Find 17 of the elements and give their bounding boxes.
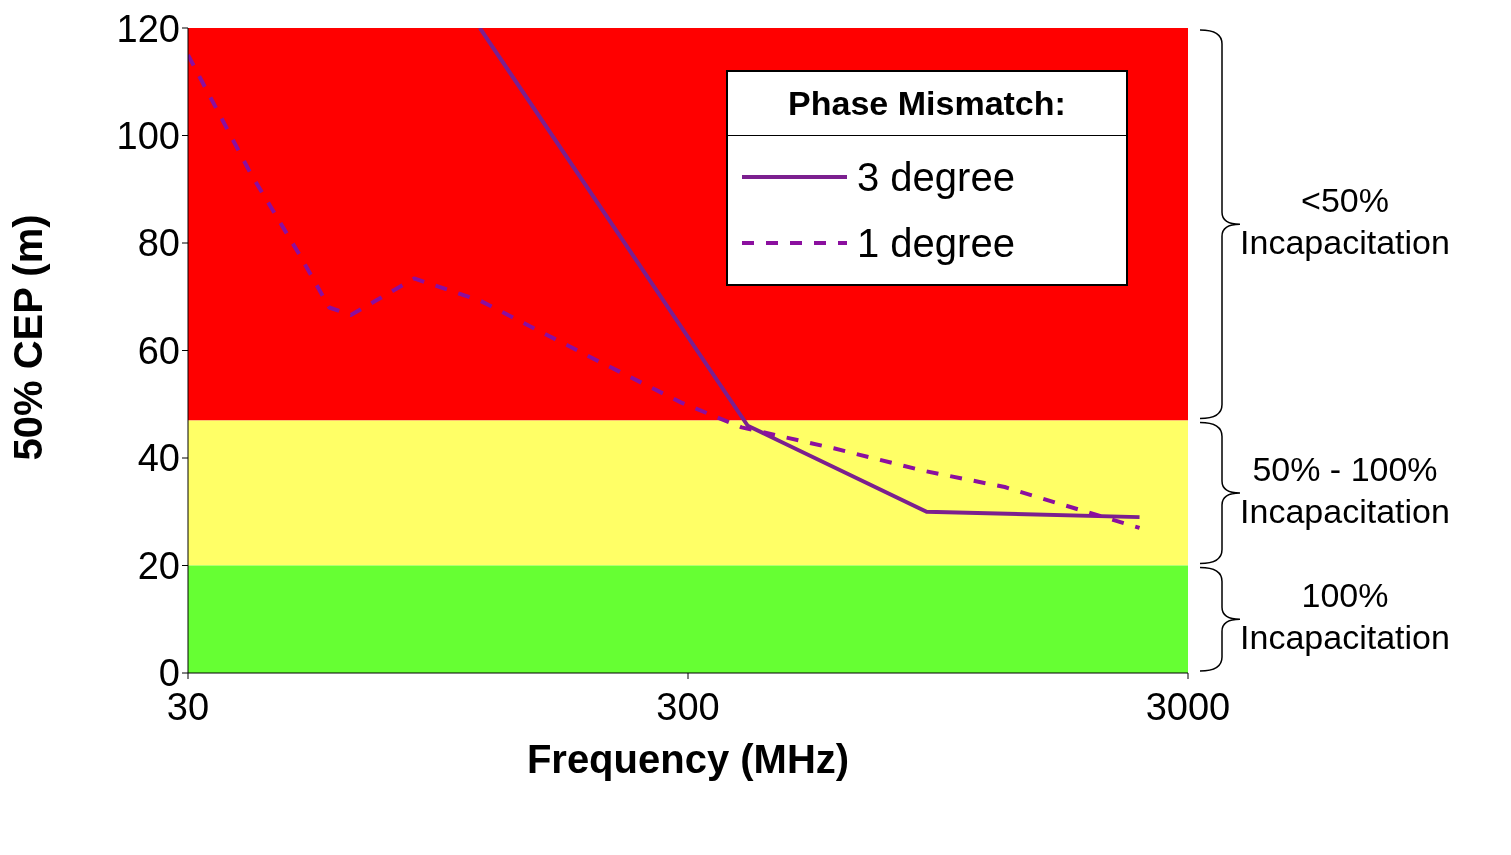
x-tick-label: 30 (166, 685, 210, 728)
legend-title: Phase Mismatch: (787, 83, 1067, 124)
y-tick-label: 60 (137, 329, 180, 372)
y-axis-title: 50% CEP (m) (6, 214, 51, 461)
band-label: <50% Incapacitation (1240, 181, 1450, 262)
x-axis-title: Frequency (MHz) (526, 737, 850, 781)
band-label: 100% Incapacitation (1240, 576, 1450, 657)
y-tick-label: 80 (137, 222, 180, 265)
y-tick-label: 100 (116, 114, 180, 157)
x-tick-label: 3000 (1145, 685, 1231, 728)
legend-label: 1 degree (857, 220, 1015, 266)
x-tick-label: 300 (656, 685, 720, 728)
y-tick-label: 20 (137, 544, 180, 587)
y-tick-label: 120 (116, 7, 180, 50)
y-tick-label: 40 (137, 437, 180, 480)
band-label: 50% - 100% Incapacitation (1240, 449, 1450, 530)
legend-label: 3 degree (857, 154, 1015, 200)
